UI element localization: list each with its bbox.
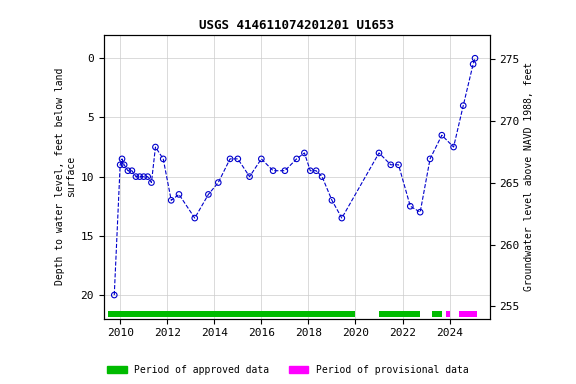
Point: [139, 174, 148, 180]
Point: [468, 61, 478, 67]
Point: [109, 292, 119, 298]
Point: [317, 174, 327, 180]
Bar: [108, 311, 355, 317]
Point: [135, 174, 145, 180]
Point: [458, 103, 468, 109]
Point: [233, 156, 242, 162]
Point: [312, 168, 321, 174]
Point: [147, 179, 156, 185]
Y-axis label: Groundwater level above NAVD 1988, feet: Groundwater level above NAVD 1988, feet: [524, 62, 534, 291]
Point: [257, 156, 266, 162]
Point: [386, 162, 395, 168]
Point: [292, 156, 301, 162]
Point: [374, 150, 384, 156]
Bar: [446, 311, 450, 317]
Point: [327, 197, 336, 204]
Bar: [460, 311, 477, 317]
Title: USGS 414611074201201 U1653: USGS 414611074201201 U1653: [199, 19, 394, 32]
Point: [300, 150, 309, 156]
Point: [127, 168, 137, 174]
Bar: [432, 311, 442, 317]
Point: [426, 156, 435, 162]
Point: [131, 174, 141, 180]
Point: [151, 144, 160, 150]
Point: [123, 168, 132, 174]
Bar: [379, 311, 420, 317]
Point: [415, 209, 425, 215]
Point: [406, 203, 415, 209]
Point: [471, 55, 480, 61]
Point: [116, 162, 125, 168]
Point: [306, 168, 315, 174]
Point: [120, 162, 129, 168]
Point: [437, 132, 446, 138]
Point: [204, 191, 213, 197]
Point: [268, 168, 278, 174]
Point: [158, 156, 168, 162]
Point: [449, 144, 458, 150]
Legend: Period of approved data, Period of provisional data: Period of approved data, Period of provi…: [103, 361, 473, 379]
Point: [245, 174, 254, 180]
Point: [281, 168, 290, 174]
Point: [175, 191, 184, 197]
Point: [166, 197, 176, 204]
Point: [225, 156, 234, 162]
Y-axis label: Depth to water level, feet below land
surface: Depth to water level, feet below land su…: [55, 68, 76, 285]
Point: [118, 156, 127, 162]
Point: [394, 162, 403, 168]
Point: [214, 179, 223, 185]
Point: [190, 215, 199, 221]
Point: [337, 215, 346, 221]
Point: [143, 174, 152, 180]
